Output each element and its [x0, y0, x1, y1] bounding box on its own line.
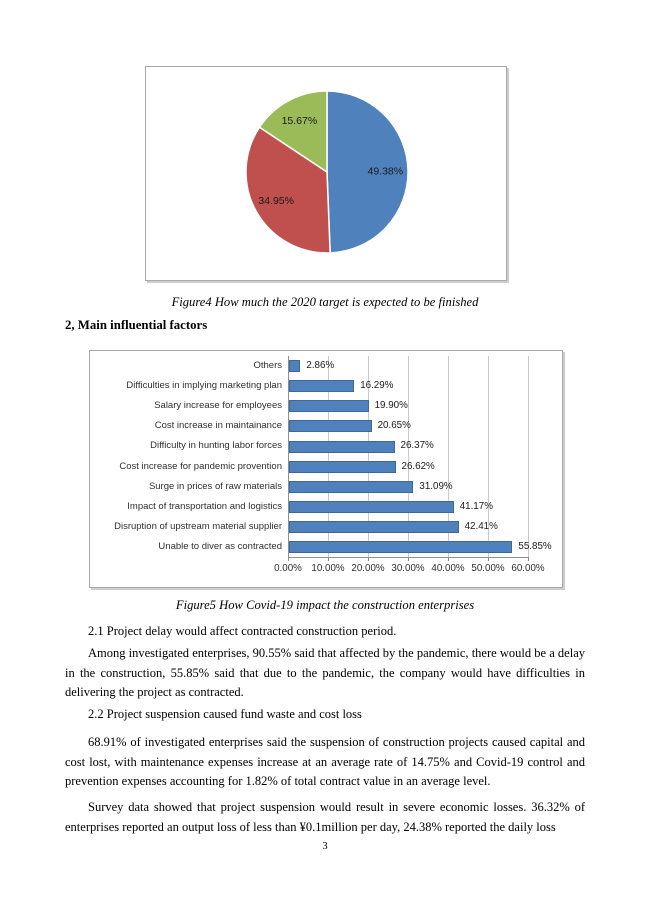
gridline [528, 356, 529, 557]
bar [289, 480, 414, 493]
axis-tick [448, 557, 449, 561]
gridline [488, 356, 489, 557]
x-tick-label: 50.00% [471, 563, 505, 574]
bar-value-label: 20.65% [377, 420, 411, 432]
bar [289, 460, 396, 473]
bar-category-label: Cost increase in maintainance [154, 420, 282, 432]
pie-chart-canvas: 49.38% 34.95% 15.67% [245, 90, 409, 254]
axis-tick [288, 557, 289, 561]
gridline [328, 356, 329, 557]
pie-slice-label: 49.38% [367, 166, 403, 178]
bar-value-label: 19.90% [374, 400, 408, 412]
bar-category-label: Impact of transportation and logistics [127, 500, 282, 512]
pie-slice [245, 126, 331, 254]
paragraph-2-1-heading: 2.1 Project delay would affect contracte… [88, 624, 397, 638]
bar-value-label: 26.62% [401, 460, 435, 472]
figure4-pie-chart: 49.38% 34.95% 15.67% [145, 66, 507, 281]
bar [289, 500, 454, 513]
bar [289, 420, 372, 433]
gridline [448, 356, 449, 557]
bar-category-label: Difficulties in implying marketing plan [126, 380, 282, 392]
x-tick-label: 0.00% [274, 563, 302, 574]
axis-tick [328, 557, 329, 561]
x-axis-line [288, 557, 528, 558]
paragraph-survey: Survey data showed that project suspensi… [65, 800, 585, 834]
pie-slice [326, 90, 409, 254]
page-number: 3 [322, 841, 328, 852]
section-heading: 2, Main influential factors [65, 318, 208, 332]
bar-value-label: 31.09% [419, 480, 453, 492]
bar-category-label: Unable to diver as contracted [158, 540, 282, 552]
bar [289, 380, 355, 393]
paragraph-2-2-body: 68.91% of investigated enterprises said … [65, 735, 585, 788]
bar [289, 541, 513, 553]
bar [289, 360, 301, 373]
figure5-bar-chart: 0.00% 10.00% 20.00% 30.00% 40.00% 50.00% 60.00… [89, 350, 563, 588]
x-tick-label: 30.00% [391, 563, 425, 574]
bar-value-label: 41.17% [459, 500, 493, 512]
bar-category-label: Surge in prices of raw materials [148, 480, 282, 492]
bar-category-label: Salary increase for employees [154, 400, 282, 412]
pie-slice-label: 15.67% [282, 115, 318, 127]
paragraph-2-1-body: Among investigated enterprises, 90.55% s… [65, 646, 585, 699]
bar-category-label: Others [253, 360, 282, 371]
x-tick-label: 10.00% [311, 563, 345, 574]
figure4-caption: Figure4 How much the 2020 target is expe… [171, 295, 479, 309]
gridline [368, 356, 369, 557]
x-tick-label: 60.00% [511, 563, 545, 574]
figure5-caption: Figure5 How Covid-19 impact the construc… [175, 598, 475, 612]
gridline [408, 356, 409, 557]
axis-tick [488, 557, 489, 561]
y-axis-line [288, 356, 289, 557]
bar-category-label: Difficulty in hunting labor forces [150, 440, 282, 452]
axis-tick [408, 557, 409, 561]
bar [289, 400, 369, 413]
bar-value-label: 16.29% [360, 380, 394, 392]
paragraph-2-2-heading: 2.2 Project suspension caused fund waste… [88, 707, 362, 721]
bar-value-label: 42.41% [464, 520, 498, 532]
bar-value-label: 55.85% [518, 540, 552, 552]
x-tick-label: 20.00% [351, 563, 385, 574]
pie-slice-label: 34.95% [258, 195, 294, 207]
bar-category-label: Cost increase for pandemic provention [119, 460, 282, 472]
axis-tick [368, 557, 369, 561]
bar-category-label: Disruption of upstream material supplier [114, 520, 282, 532]
bar-chart-canvas: 0.00% 10.00% 20.00% 30.00% 40.00% 50.00% 60.00… [90, 351, 562, 587]
bar [289, 440, 395, 453]
bar-value-label: 26.37% [400, 440, 434, 452]
bar-value-label: 2.86% [306, 360, 335, 371]
x-tick-label: 40.00% [431, 563, 465, 574]
bar [289, 520, 459, 533]
pie-slice [258, 90, 328, 174]
axis-tick [528, 557, 529, 561]
